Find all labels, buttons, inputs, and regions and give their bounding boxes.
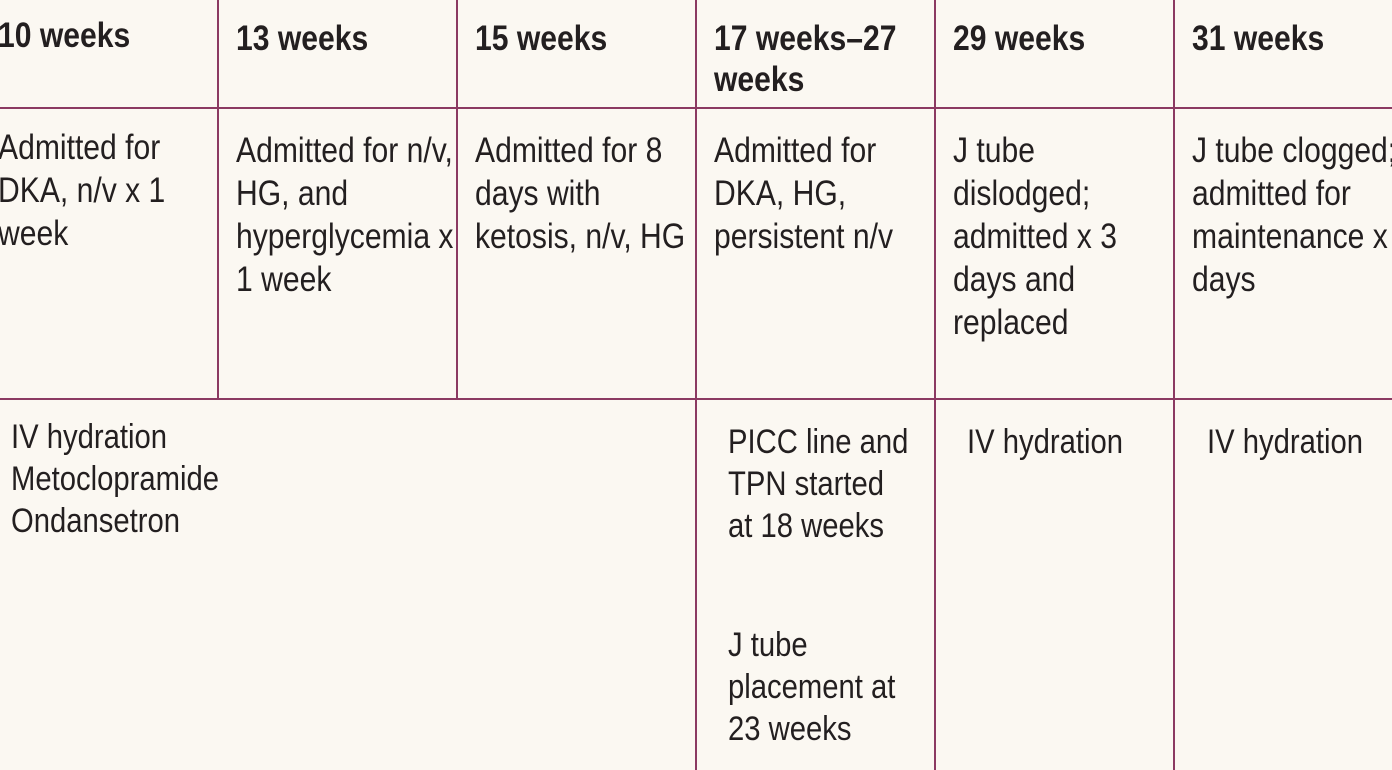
event-10-weeks: Admitted for DKA, n/v x 1 week xyxy=(0,128,166,253)
col-divider-1 xyxy=(217,0,219,399)
event-13-weeks: Admitted for n/v, HG, and hyperglycemia … xyxy=(236,131,454,299)
col-divider-5 xyxy=(1173,0,1175,770)
treatment-31-weeks: IV hydration xyxy=(1207,423,1364,461)
treatment-j-tube: J tube placement at 23 weeks xyxy=(728,626,896,748)
event-17-27-weeks: Admitted for DKA, HG, persistent n/v xyxy=(714,131,894,256)
col-divider-3 xyxy=(695,0,697,770)
header-31-weeks: 31 weeks xyxy=(1192,19,1325,58)
event-31-weeks: J tube clogged; admitted for maintenance… xyxy=(1192,131,1392,299)
header-15-weeks: 15 weeks xyxy=(475,19,608,58)
header-29-weeks: 29 weeks xyxy=(953,19,1086,58)
col-divider-4 xyxy=(934,0,936,770)
treatment-picc-tpn: PICC line and TPN started at 18 weeks xyxy=(728,423,909,545)
treatment-29-weeks: IV hydration xyxy=(967,423,1124,461)
header-10-weeks: 10 weeks xyxy=(0,16,131,55)
event-15-weeks: Admitted for 8 days with ketosis, n/v, H… xyxy=(475,131,686,256)
col-divider-2 xyxy=(456,0,458,399)
header-17-27-weeks: 17 weeks–27 weeks xyxy=(714,19,897,99)
event-29-weeks: J tube dislodged; admitted x 3 days and … xyxy=(953,131,1117,342)
treatment-early: IV hydration Metoclopramide Ondansetron xyxy=(11,418,220,540)
header-13-weeks: 13 weeks xyxy=(236,19,369,58)
